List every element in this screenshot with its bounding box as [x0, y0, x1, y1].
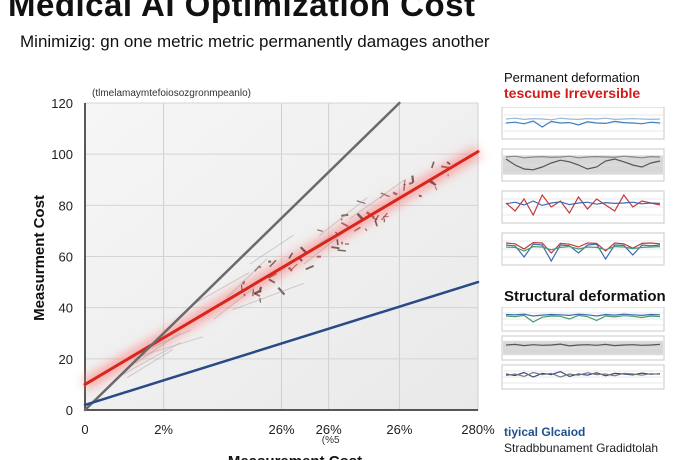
x-axis-label: Measurement Cost [228, 453, 362, 460]
mini-chart [501, 107, 665, 140]
mini-chart [501, 232, 665, 266]
mini-chart-series [505, 314, 661, 323]
y-tick-label: 100 [51, 147, 73, 162]
side-footer-line1: tiyical Glcaiod [504, 425, 586, 439]
y-axis-label: Measurment Cost [31, 195, 48, 321]
y-tick-label: 0 [66, 403, 73, 418]
x-tick-label: 2% [154, 422, 173, 437]
mini-chart-series [505, 155, 661, 159]
mini-chart [501, 190, 665, 224]
mini-chart-series [505, 243, 661, 263]
mini-chart-series [505, 371, 661, 378]
x-tick-label: 26% [316, 422, 342, 437]
side-footer-line2: Stradbbunament Gradidtolah [504, 441, 659, 455]
chart-annotation: (tlmelamaymtefoiosozgronmpeanlo) [92, 88, 251, 99]
y-tick-label: 20 [59, 352, 73, 367]
mini-chart [501, 307, 665, 332]
mini-chart-series [505, 343, 661, 347]
mini-chart-series [505, 241, 661, 254]
x-tick-label: 0 [81, 422, 88, 437]
x-tick-sublabel: (%5 [322, 435, 340, 446]
chart-title: Medical AI Optimization Cost [8, 0, 476, 23]
mini-chart [501, 335, 665, 361]
y-tick-label: 80 [59, 198, 73, 213]
x-tick-label: 280% [461, 422, 495, 437]
mini-chart [501, 148, 665, 182]
mini-chart-series [505, 313, 661, 317]
side-panel: Permanent deformation tescume Irreversib… [498, 65, 670, 460]
mini-charts-bottom [501, 307, 665, 390]
structural-deformation-label: Structural deformation [504, 288, 666, 305]
side-header: Permanent deformation [504, 70, 640, 85]
mini-chart-series [505, 117, 661, 121]
y-tick-label: 40 [59, 301, 73, 316]
mini-chart-series [505, 158, 661, 171]
x-tick-label: 26% [386, 422, 412, 437]
mini-charts-top [501, 107, 665, 266]
mini-chart-series [505, 245, 661, 252]
x-tick-label: 26% [268, 422, 294, 437]
mini-chart [501, 364, 665, 390]
mini-chart-series [505, 120, 661, 128]
mini-chart-series [505, 200, 661, 207]
chart-subtitle: Minimizig: gn one metric metric permanen… [20, 32, 490, 51]
series-line-gray [83, 101, 401, 412]
y-tick-label: 120 [51, 96, 73, 111]
series-line-blue [83, 280, 480, 407]
y-tick-label: 60 [59, 250, 73, 265]
side-header-irreversible: tescume Irreversible [504, 85, 641, 101]
